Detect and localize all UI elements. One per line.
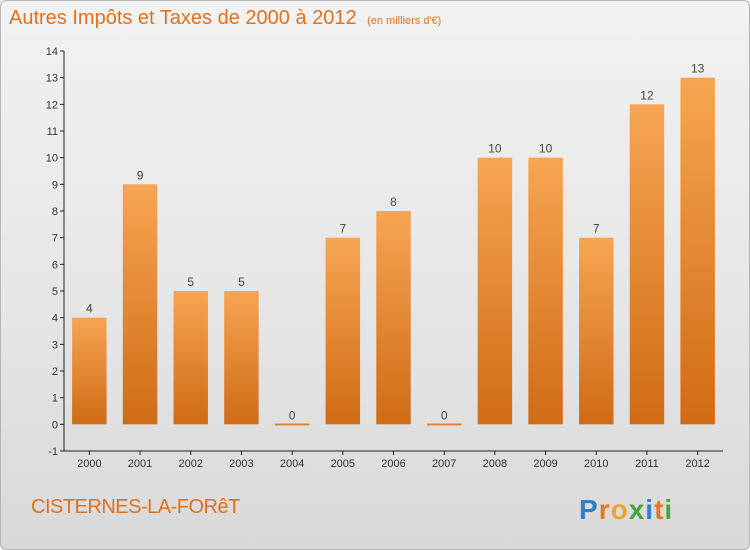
x-tick-label: 2000 [77, 458, 101, 470]
data-label-2006: 8 [390, 195, 397, 209]
x-tick-label: 2005 [331, 458, 355, 470]
y-tick-label: 12 [46, 99, 58, 111]
x-tick-label: 2012 [685, 458, 709, 470]
y-tick-label: 7 [52, 233, 58, 245]
bar-2011 [629, 104, 665, 425]
y-tick-label: 2 [52, 366, 58, 378]
chart-subtitle: (en milliers d'€) [367, 15, 442, 27]
data-label-2005: 7 [339, 222, 346, 236]
x-tick-label: 2007 [432, 458, 456, 470]
bar-2003 [224, 291, 259, 425]
data-label-2010: 7 [593, 222, 600, 236]
proxiti-logo: Proxiti [579, 494, 673, 525]
x-tick-label: 2001 [128, 458, 152, 470]
bar-2012 [680, 77, 715, 425]
chart-title: Autres Impôts et Taxes de 2000 à 2012 [9, 7, 357, 29]
x-tick-label: 2003 [229, 458, 253, 470]
bar-2008 [477, 157, 513, 425]
y-tick-label: 8 [52, 206, 58, 218]
x-tick-label: 2010 [584, 458, 608, 470]
data-label-2011: 12 [640, 88, 654, 102]
y-tick-label: 10 [46, 153, 58, 165]
bar-2007 [426, 423, 462, 426]
data-label-2007: 0 [441, 408, 448, 422]
x-tick-label: 2011 [635, 458, 659, 470]
y-tick-label: 9 [52, 179, 58, 191]
bar-2002 [173, 291, 208, 425]
y-tick-label: 4 [52, 313, 58, 325]
y-tick-label: 1 [52, 393, 58, 405]
x-tick-label: 2004 [280, 458, 304, 470]
data-label-2009: 10 [539, 142, 553, 156]
svg-text:Proxiti: Proxiti [579, 494, 673, 525]
data-labels: 4 9 5 5 0 7 8 0 10 10 7 12 13 [86, 62, 705, 423]
bar-2000 [72, 317, 107, 425]
x-tick-label: 2002 [178, 458, 202, 470]
data-label-2000: 4 [86, 302, 93, 316]
y-tick-label: 0 [52, 419, 58, 431]
bars [72, 77, 715, 426]
bar-2006 [376, 211, 411, 425]
y-tick-label: 11 [47, 126, 58, 138]
data-label-2002: 5 [187, 275, 194, 289]
data-label-2003: 5 [238, 275, 245, 289]
data-label-2012: 13 [691, 62, 705, 76]
y-tick-label: 5 [52, 286, 58, 298]
commune-name: CISTERNES-LA-FORêT [31, 496, 240, 518]
bar-2010 [579, 237, 614, 425]
y-tick-label: 3 [52, 339, 58, 351]
data-label-2008: 10 [488, 142, 502, 156]
y-tick-label: 6 [52, 259, 58, 271]
bar-2001 [122, 184, 158, 425]
bar-2004 [274, 423, 310, 426]
bar-2009 [528, 157, 563, 425]
x-tick-label: 2008 [483, 458, 507, 470]
y-tick-label: 13 [46, 73, 58, 85]
data-label-2004: 0 [289, 408, 296, 422]
title-row: Autres Impôts et Taxes de 2000 à 2012 (e… [9, 7, 441, 30]
x-tick-label: 2006 [381, 458, 405, 470]
y-tick-label: 14 [46, 46, 58, 58]
y-tick-label: -1 [48, 446, 58, 458]
data-label-2001: 9 [137, 168, 144, 182]
bar-2005 [325, 237, 361, 425]
x-tick-label: 2009 [533, 458, 557, 470]
